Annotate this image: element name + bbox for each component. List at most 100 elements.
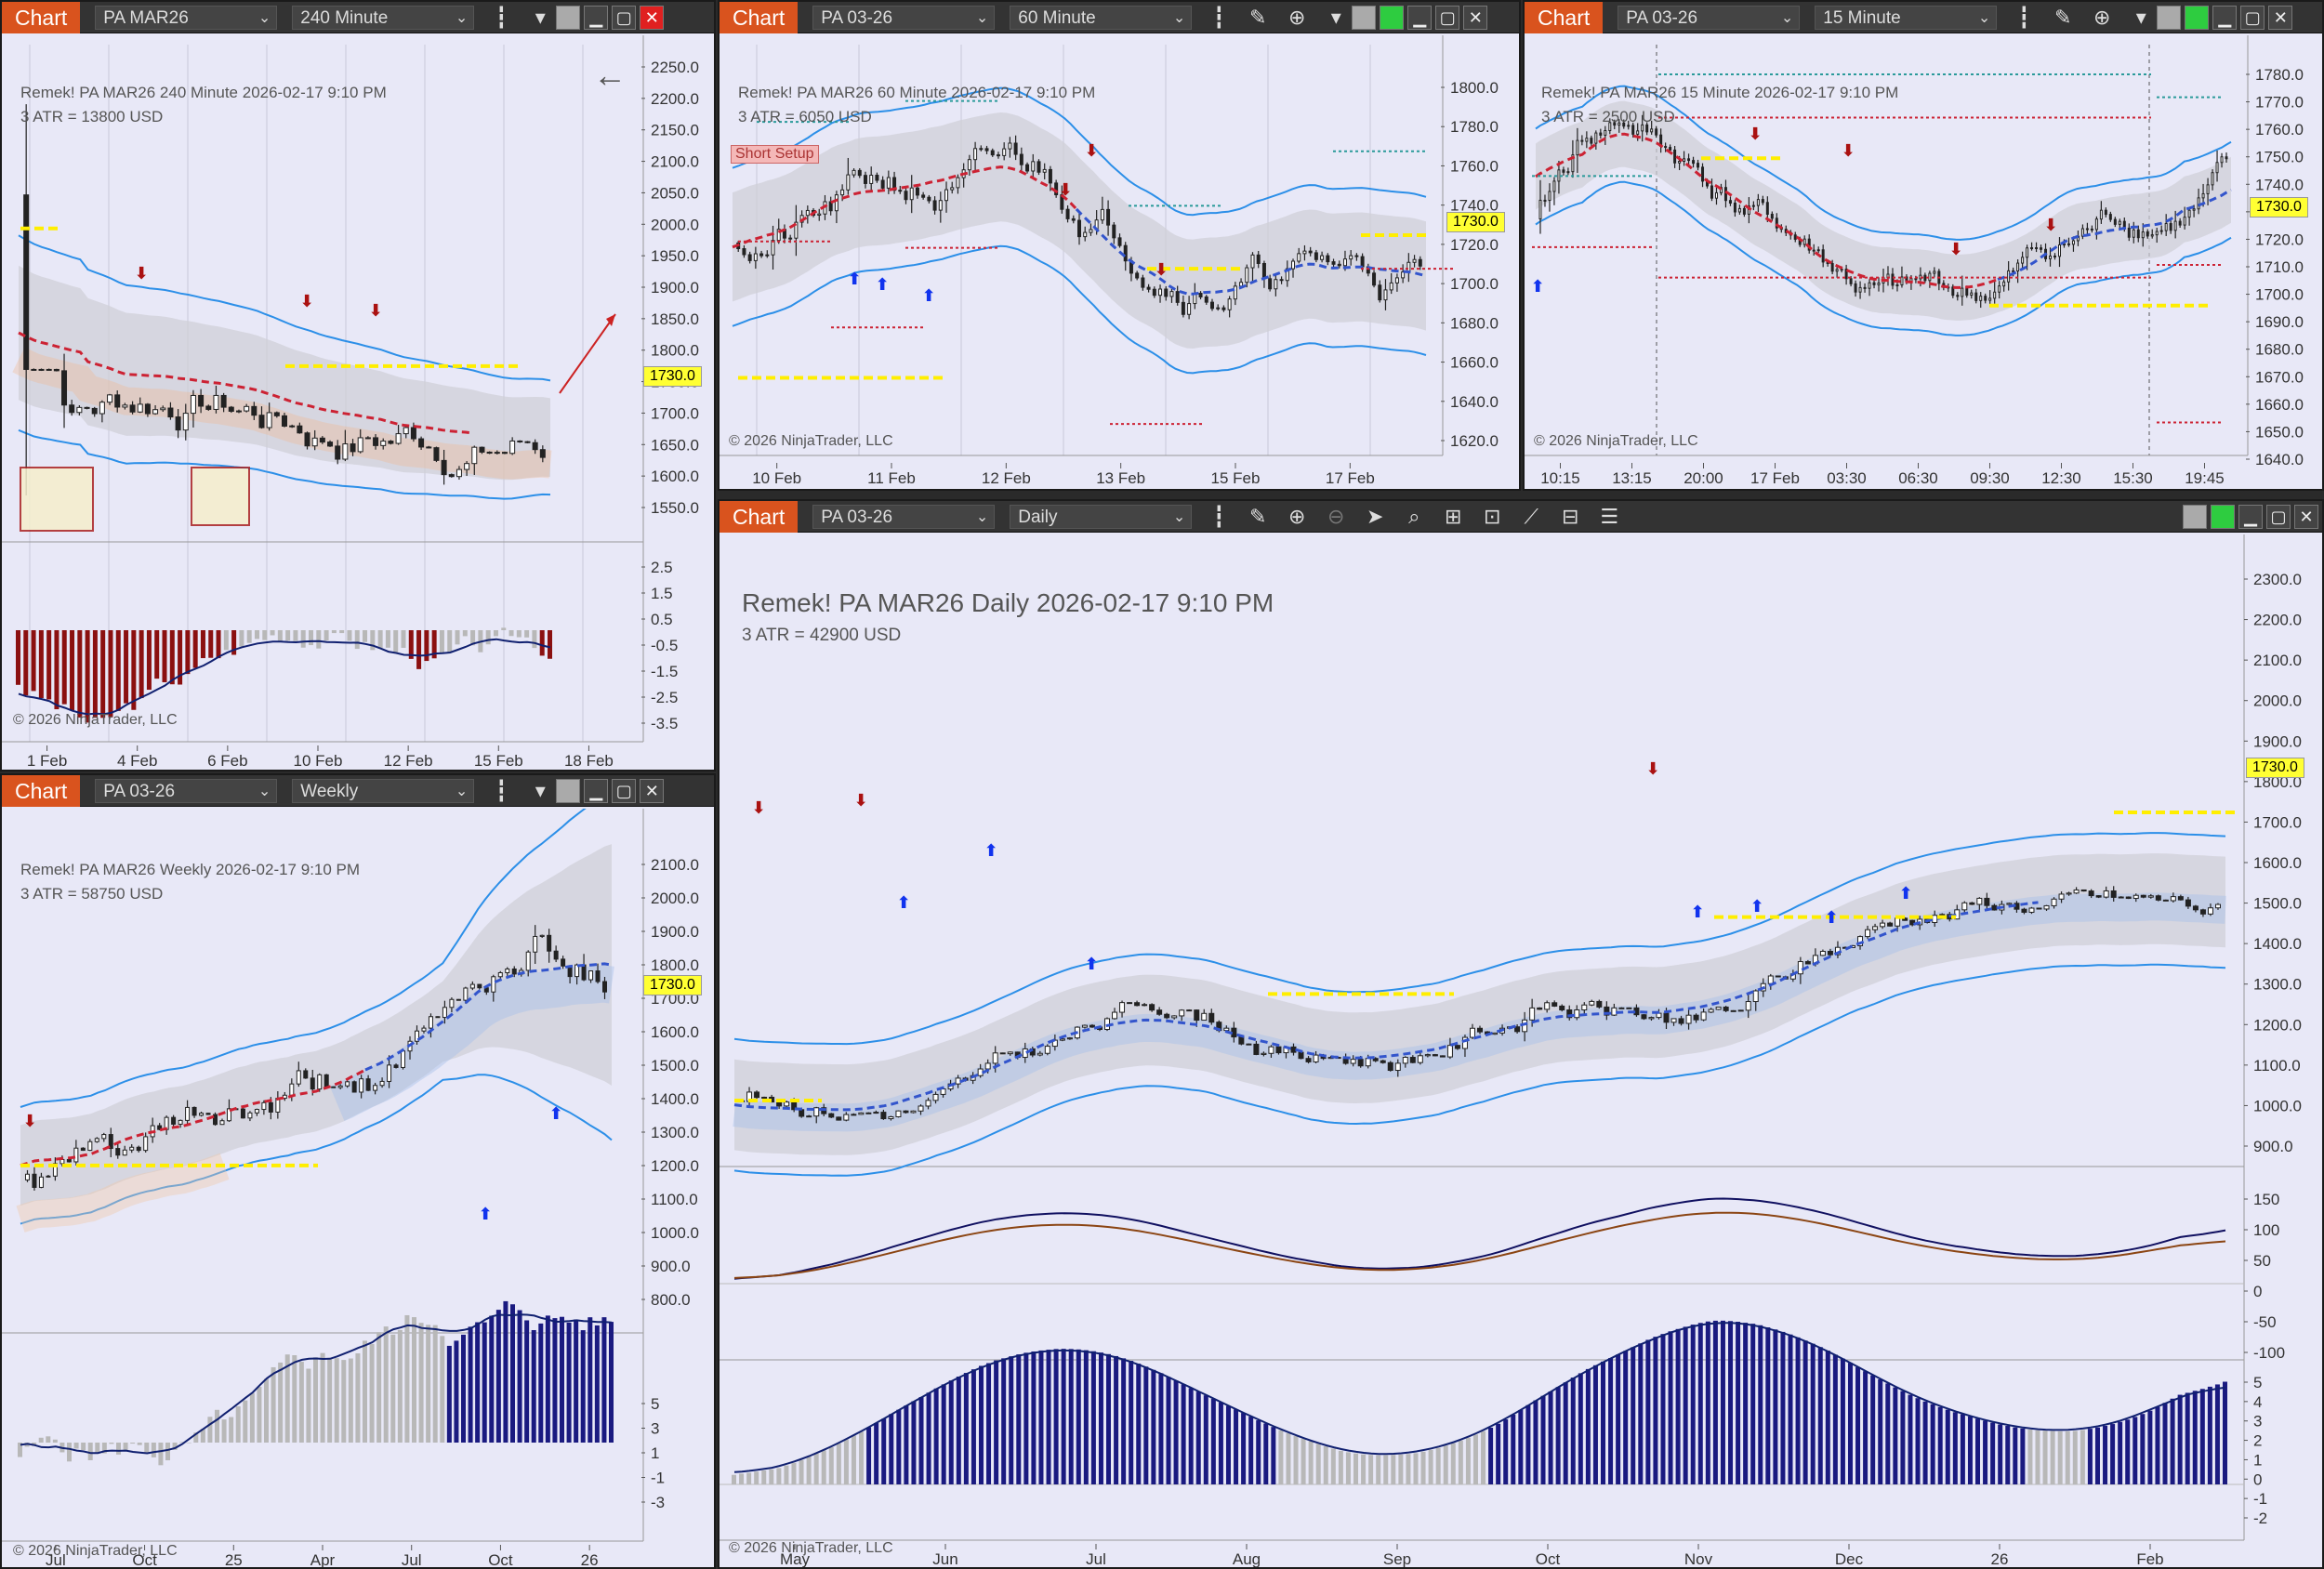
bar-style-icon[interactable]: ┇ [495,778,508,802]
axis-tick-label: 1680.0 [2255,341,2304,359]
close-button[interactable]: ✕ [640,5,665,30]
histogram-bar [292,1355,297,1443]
drawing-tools-icon[interactable]: ✎ [1249,504,1267,528]
candle-body [1119,1002,1126,1013]
link-color-button[interactable] [556,5,581,30]
instrument-select[interactable]: PA 03-26 ⌄ [1618,5,1801,30]
maximize-button[interactable]: ▢ [1435,5,1460,30]
candle-body [2178,220,2182,226]
candle-body [1961,902,1968,911]
interval-select[interactable]: Daily ⌄ [1010,504,1193,529]
histogram-bar [1256,1420,1261,1484]
minimize-button[interactable]: ▁ [2212,5,2238,30]
last-price-tag: 1730.0 [1446,212,1505,232]
dropdown-arrow-icon[interactable]: ▾ [535,5,546,29]
chevron-down-icon: ⌄ [257,9,271,26]
interval-select[interactable]: 15 Minute ⌄ [1815,5,1998,30]
chart-area[interactable]: ⬇ ⬇ ⬆ ⬆ ⬆ ⬇ ⬆ ⬆ ⬆ ⬆ 2300.0 2200.0 2100.0 2000.0 1900.0… [720,534,2322,1567]
link-color-button[interactable] [2157,5,2182,30]
properties-icon[interactable]: ⊞ [1445,504,1462,528]
candle-body [574,964,580,978]
candle-body [956,177,960,189]
bar-style-icon[interactable]: ┇ [2017,5,2030,29]
drawing-tools-icon[interactable]: ✎ [1249,5,1267,29]
candle-body [2095,895,2102,898]
chart-area[interactable]: ⬆ ⬇ ⬇ ⬇ ⬇ 1780.0 1770.0 1760.0 1750.0 1740.0 1730.… [1525,35,2322,489]
histogram-bar [1053,1349,1059,1484]
indicators-icon[interactable]: ⊡ [1484,504,1501,528]
dropdown-arrow-icon[interactable]: ▾ [2135,5,2146,29]
interval-select[interactable]: 240 Minute ⌄ [292,5,475,30]
histogram-bar [385,630,390,648]
back-arrow-icon[interactable]: ← [593,56,627,94]
link-group-button[interactable] [2211,504,2235,529]
minimize-button[interactable]: ▁ [2238,504,2263,529]
histogram-bar [16,630,20,685]
chart-label[interactable]: Chart [2,2,81,33]
bar-style-icon[interactable]: ┇ [1212,504,1225,528]
zoom-in-icon[interactable]: ⊕ [2093,5,2111,29]
close-button[interactable]: ✕ [1463,5,1488,30]
histogram-bar [2147,1410,2153,1484]
instrument-select[interactable]: PA MAR26 ⌄ [95,5,278,30]
axis-tick-label: 1640.0 [2255,451,2304,468]
chart-area[interactable]: ⬇ ⬆ ⬆ 2100.0 2000.0 1900.0 1800.0 1700.0 1600.0 1… [2,809,714,1567]
list-icon[interactable]: ☰ [1600,504,1619,528]
interval-select[interactable]: 60 Minute ⌄ [1010,5,1193,30]
chart-area[interactable]: ⬇ ⬇ ⬇ 2250.0 2200.0 2150.0 2100.0 2050.0 2000.0 1… [2,35,714,770]
axis-tick-label: 1.5 [651,585,673,602]
strategies-icon[interactable]: ⟋ [1524,504,1538,528]
instrument-select[interactable]: PA 03-26 ⌄ [812,5,996,30]
candle-body [2094,218,2098,231]
dropdown-arrow-icon[interactable]: ▾ [1330,5,1341,29]
histogram-bar [54,630,59,710]
bar-style-icon[interactable]: ┇ [1212,5,1225,29]
axis-tick-label: 1780.0 [2255,66,2304,84]
histogram-bar [377,630,383,649]
minimize-button[interactable]: ▁ [584,5,609,30]
candle-body [2192,905,2199,911]
link-color-button[interactable] [556,778,581,803]
histogram-bar [1218,1402,1223,1484]
pointer-icon[interactable]: ➤ [1367,504,1384,528]
bar-style-icon[interactable]: ┇ [495,5,508,29]
interval-select[interactable]: Weekly ⌄ [292,778,475,803]
close-button[interactable]: ✕ [2268,5,2293,30]
chart-label[interactable]: Chart [720,501,799,533]
time-tick-label: 17 Feb [1326,469,1375,487]
drawing-tools-icon[interactable]: ✎ [2054,5,2072,29]
instrument-select[interactable]: PA 03-26 ⌄ [95,778,278,803]
chart-label[interactable]: Chart [720,2,799,33]
maximize-button[interactable]: ▢ [612,778,637,803]
close-button[interactable]: ✕ [2294,504,2318,529]
dropdown-arrow-icon[interactable]: ▾ [535,778,546,802]
zoom-out-icon[interactable]: ⊖ [1327,504,1345,528]
link-color-button[interactable] [1352,5,1377,30]
minimize-button[interactable]: ▁ [584,778,609,803]
instrument-select[interactable]: PA 03-26 ⌄ [812,504,996,529]
zoom-in-icon[interactable]: ⊕ [1288,504,1306,528]
templates-icon[interactable]: ⊟ [1562,504,1579,528]
candle-body [167,407,174,418]
maximize-button[interactable]: ▢ [612,5,637,30]
close-button[interactable]: ✕ [640,778,665,803]
chart-area[interactable]: ⬆ ⬆ ⬆ ⬇ ⬇ ⬇ 1800.0 1780.0 1760.0 1740.0 1720.0 1700… [720,35,1519,489]
axis-tick-label: 1640.0 [1450,393,1499,411]
zoom-in-icon[interactable]: ⊕ [1288,5,1306,29]
minimize-button[interactable]: ▁ [1407,5,1433,30]
link-group-button[interactable] [1380,5,1405,30]
candle-body [1048,168,1052,184]
interval-value: Weekly [300,781,359,801]
maximize-button[interactable]: ▢ [2240,5,2265,30]
axis-tick-label: 1660.0 [1450,354,1499,372]
candle-body [1350,1059,1356,1064]
histogram-bar [2050,1431,2055,1484]
chart-label[interactable]: Chart [2,775,81,807]
data-box-icon[interactable]: ⌕ [1408,504,1420,528]
maximize-button[interactable]: ▢ [2266,504,2291,529]
down-arrow-icon: ⬇ [1841,141,1855,160]
chart-label[interactable]: Chart [1525,2,1604,33]
candle-body [1446,1045,1453,1058]
link-group-button[interactable] [2185,5,2210,30]
link-color-button[interactable] [2183,504,2207,529]
